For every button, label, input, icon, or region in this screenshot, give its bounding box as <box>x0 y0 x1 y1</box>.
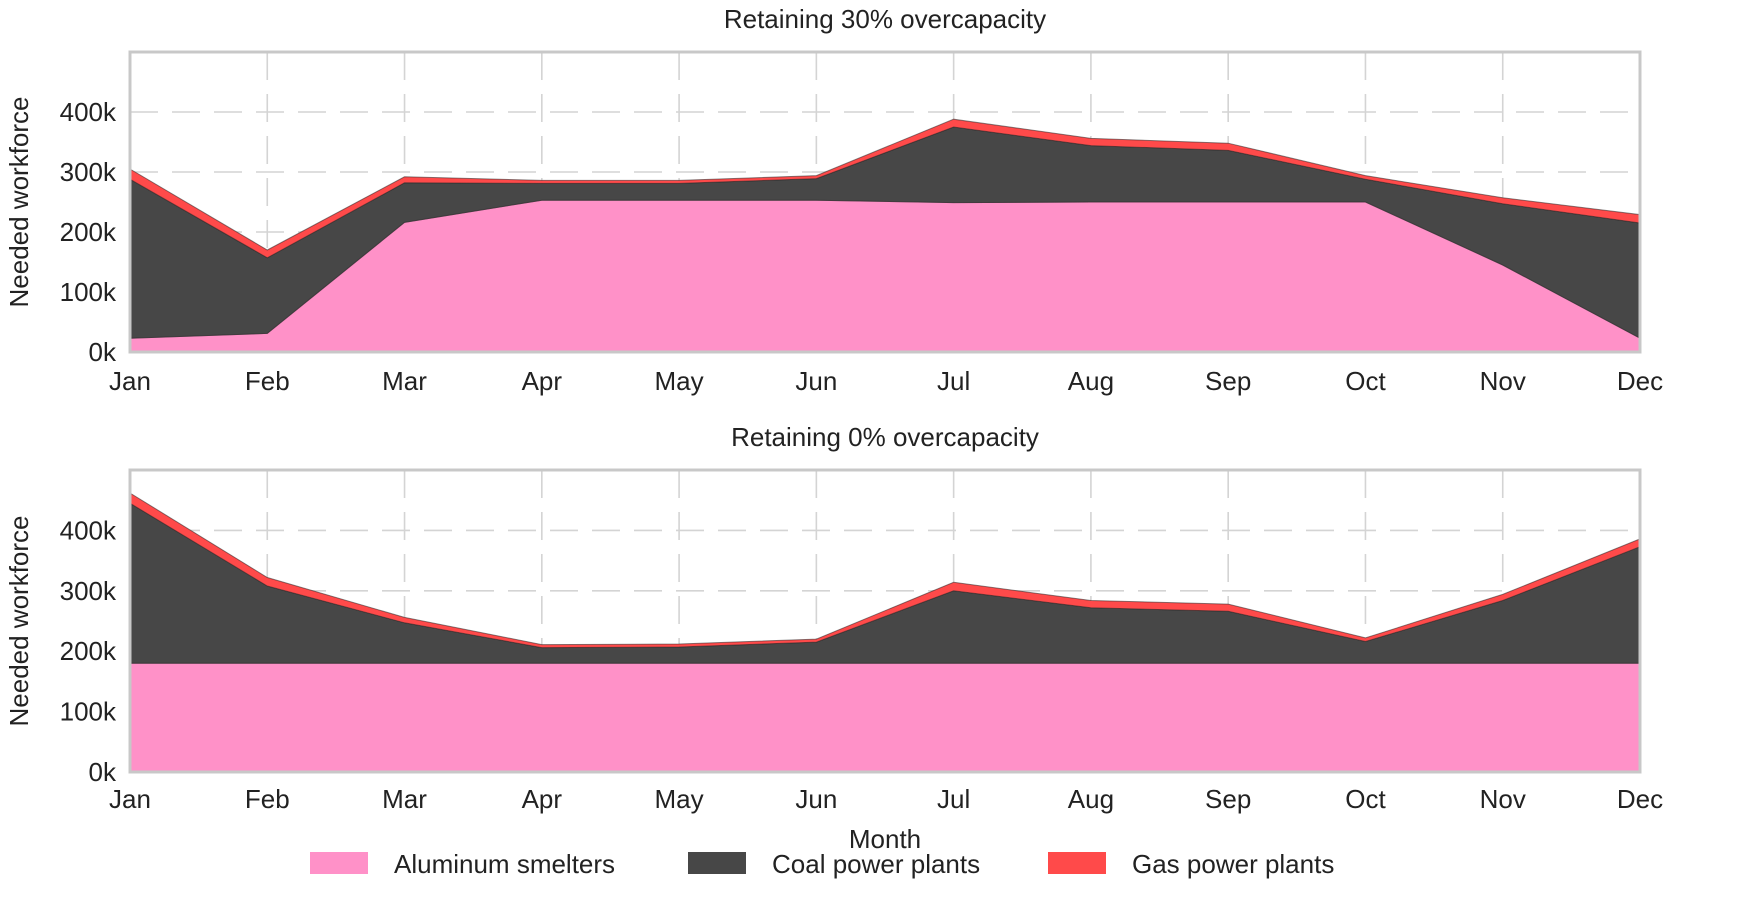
x-tick-label: Mar <box>382 784 427 814</box>
x-tick-label: Apr <box>522 784 563 814</box>
legend-label: Coal power plants <box>772 849 980 879</box>
x-tick-label: Apr <box>522 366 563 396</box>
y-axis-title: Needed workforce <box>4 516 34 727</box>
y-tick-label: 100k <box>60 697 117 727</box>
x-tick-label: May <box>655 366 704 396</box>
legend-swatch <box>1048 852 1106 874</box>
y-tick-label: 400k <box>60 515 117 545</box>
x-tick-label: Dec <box>1617 366 1663 396</box>
chart-title: Retaining 30% overcapacity <box>724 4 1046 34</box>
y-tick-label: 400k <box>60 97 117 127</box>
y-tick-label: 0k <box>89 757 117 787</box>
legend-swatch <box>688 852 746 874</box>
y-tick-label: 100k <box>60 277 117 307</box>
x-tick-label: Mar <box>382 366 427 396</box>
x-tick-label: Jan <box>109 784 151 814</box>
area-series-aluminum-smelters <box>130 663 1640 772</box>
y-tick-label: 200k <box>60 217 117 247</box>
x-tick-label: Nov <box>1480 784 1526 814</box>
x-tick-label: Jun <box>795 784 837 814</box>
x-tick-label: Jan <box>109 366 151 396</box>
y-tick-label: 0k <box>89 337 117 367</box>
y-tick-label: 200k <box>60 636 117 666</box>
y-tick-label: 300k <box>60 157 117 187</box>
x-tick-label: Jul <box>937 784 970 814</box>
x-tick-label: Feb <box>245 784 290 814</box>
x-tick-label: Oct <box>1345 366 1386 396</box>
x-tick-label: May <box>655 784 704 814</box>
x-tick-label: Aug <box>1068 366 1114 396</box>
legend-label: Aluminum smelters <box>394 849 615 879</box>
x-tick-label: Nov <box>1480 366 1526 396</box>
x-tick-label: Aug <box>1068 784 1114 814</box>
x-tick-label: Feb <box>245 366 290 396</box>
x-tick-label: Sep <box>1205 784 1251 814</box>
x-tick-label: Jun <box>795 366 837 396</box>
chart-title: Retaining 0% overcapacity <box>731 422 1039 452</box>
x-tick-label: Sep <box>1205 366 1251 396</box>
x-tick-label: Dec <box>1617 784 1663 814</box>
y-tick-label: 300k <box>60 576 117 606</box>
x-tick-label: Jul <box>937 366 970 396</box>
legend-swatch <box>310 852 368 874</box>
legend-label: Gas power plants <box>1132 849 1334 879</box>
area-series-coal-power-plants <box>130 503 1640 663</box>
y-axis-title: Needed workforce <box>4 97 34 308</box>
x-tick-label: Oct <box>1345 784 1386 814</box>
